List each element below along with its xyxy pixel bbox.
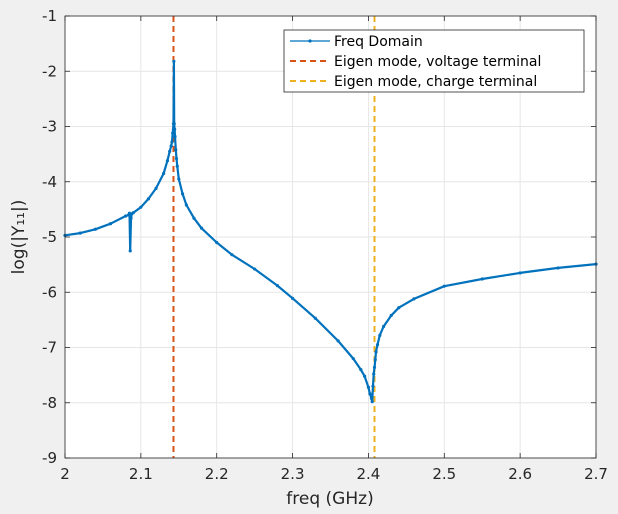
freq-domain-point [172, 122, 176, 126]
freq-domain-point [359, 368, 363, 372]
freq-domain-point [169, 144, 173, 148]
freq-domain-point [336, 339, 340, 343]
axis-ticks: 2 2.1 2.2 2.3 2.4 2.5 2.6 2.7 -9 -8 -7 -6 -5 -4 -3 -2 -1 [42, 7, 608, 483]
x-tick-label: 2.4 [356, 465, 380, 483]
freq-domain-point [108, 222, 113, 226]
x-tick-label: 2.5 [432, 465, 456, 483]
freq-domain-point [139, 205, 143, 209]
freq-domain-point [154, 186, 158, 190]
y-tick-label: -3 [42, 118, 57, 136]
freq-domain-point [174, 148, 178, 152]
freq-domain-point [374, 350, 378, 354]
freq-domain-point [146, 197, 151, 201]
freq-domain-point [412, 297, 416, 301]
freq-domain-point [129, 216, 133, 220]
freq-domain-point [78, 231, 82, 235]
freq-domain-point [366, 385, 371, 389]
freq-domain-point [180, 192, 185, 196]
freq-domain-point [290, 296, 295, 300]
freq-domain-point [253, 267, 257, 271]
freq-domain-point [373, 358, 377, 362]
legend: Freq Domain Eigen mode, voltage terminal… [283, 29, 585, 93]
freq-domain-point [192, 216, 196, 220]
freq-domain-point [175, 164, 179, 168]
legend-label-freq-domain: Freq Domain [334, 34, 423, 50]
freq-domain-point [171, 131, 175, 135]
freq-domain-point [442, 284, 446, 288]
freq-domain-point [351, 356, 355, 361]
y-tick-label: -5 [42, 228, 57, 246]
freq-domain-point [389, 313, 393, 318]
x-tick-label: 2 [60, 465, 70, 483]
freq-domain-point [368, 392, 372, 396]
freq-domain-point [397, 306, 401, 310]
y-tick-label: -8 [42, 394, 57, 412]
y-tick-label: -6 [42, 283, 57, 301]
legend-marker-freq-domain [308, 39, 312, 43]
freq-domain-point [382, 324, 386, 329]
freq-domain-point [172, 59, 176, 63]
x-tick-label: 2.1 [129, 465, 153, 483]
freq-domain-point [375, 343, 380, 347]
legend-label-voltage-terminal: Eigen mode, voltage terminal [334, 54, 541, 70]
freq-domain-point [363, 374, 367, 378]
freq-domain-point [313, 316, 317, 320]
x-tick-label: 2.6 [508, 465, 532, 483]
freq-domain-point [370, 400, 374, 404]
freq-domain-point [369, 396, 374, 400]
y-tick-label: -9 [42, 449, 57, 467]
x-tick-label: 2.3 [281, 465, 305, 483]
x-tick-label: 2.2 [205, 465, 229, 483]
freq-domain-point [173, 127, 177, 131]
legend-box [283, 29, 585, 93]
y-tick-label: -2 [42, 62, 57, 80]
y-tick-label: -1 [42, 7, 57, 25]
freq-domain-point [124, 214, 128, 218]
freq-domain-point [556, 266, 560, 270]
freq-domain-point [168, 149, 172, 153]
freq-domain-point [162, 171, 166, 176]
freq-domain-point [173, 134, 177, 139]
freq-domain-point [215, 240, 219, 245]
freq-domain-point [184, 203, 188, 207]
freq-domain-point [480, 277, 484, 281]
y-tick-label: -4 [42, 173, 57, 191]
freq-domain-point [199, 226, 204, 230]
freq-domain-point [165, 159, 170, 163]
freq-domain-point [131, 211, 135, 215]
y-axis-label: log(|Y₁₁|) [9, 200, 29, 275]
freq-domain-point [177, 177, 181, 181]
freq-domain-point [378, 333, 382, 337]
freq-domain-point [371, 384, 375, 388]
freq-domain-point [93, 227, 97, 231]
freq-domain-point [372, 372, 376, 376]
legend-label-charge-terminal: Eigen mode, charge terminal [334, 74, 537, 90]
x-tick-label: 2.7 [584, 465, 608, 483]
freq-domain-point [372, 365, 377, 369]
freq-domain-point [275, 284, 279, 288]
freq-domain-point [174, 156, 179, 161]
freq-domain-point [230, 253, 234, 257]
x-axis-label: freq (GHz) [286, 489, 373, 509]
y-tick-label: -7 [42, 339, 57, 357]
freq-domain-point [518, 271, 522, 275]
freq-domain-point [128, 249, 132, 253]
freq-domain-point [170, 140, 174, 144]
